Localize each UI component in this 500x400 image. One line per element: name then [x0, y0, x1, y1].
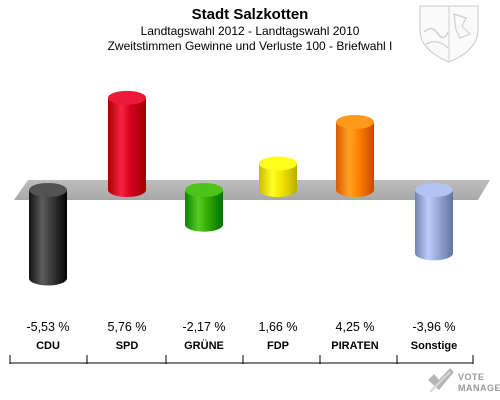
bar-piraten	[336, 115, 374, 197]
value-label: 5,76 %	[108, 320, 147, 334]
bar-cdu	[29, 183, 67, 286]
category-axis	[9, 355, 474, 364]
bars-layer	[29, 90, 453, 286]
category-label: SPD	[116, 340, 139, 352]
chart-subtitle-1: Landtagswahl 2012 - Landtagswahl 2010	[141, 24, 360, 38]
bar-sonstige	[415, 183, 453, 261]
category-label: PIRATEN	[331, 340, 379, 352]
category-label: GRÜNE	[184, 339, 224, 352]
chart-title: Stadt Salzkotten	[192, 6, 309, 23]
bar-grüne	[185, 183, 223, 232]
value-label: -2,17 %	[182, 320, 225, 334]
vote-manager-check-icon	[428, 368, 454, 393]
value-label: 1,66 %	[259, 320, 298, 334]
value-label: -3,96 %	[412, 320, 455, 334]
coat-of-arms-icon	[419, 5, 479, 63]
brand-line-1: VOTE	[458, 372, 485, 382]
bar-fdp	[259, 156, 297, 197]
value-label: -5,53 %	[26, 320, 69, 334]
category-label: CDU	[36, 340, 60, 352]
category-label: Sonstige	[411, 340, 457, 352]
vote-manager-logo: VOTE MANAGER	[428, 368, 500, 393]
category-label: FDP	[267, 340, 289, 352]
brand-line-2: MANAGER	[458, 383, 500, 393]
bar-spd	[108, 90, 146, 197]
value-label: 4,25 %	[336, 320, 375, 334]
labels-layer: -5,53 % CDU 5,76 % SPD -2,17 % GRÜNE 1,66 % FDP…	[26, 320, 457, 352]
chart-subtitle-2: Zweitstimmen Gewinne und Verluste 100 - …	[108, 39, 393, 53]
